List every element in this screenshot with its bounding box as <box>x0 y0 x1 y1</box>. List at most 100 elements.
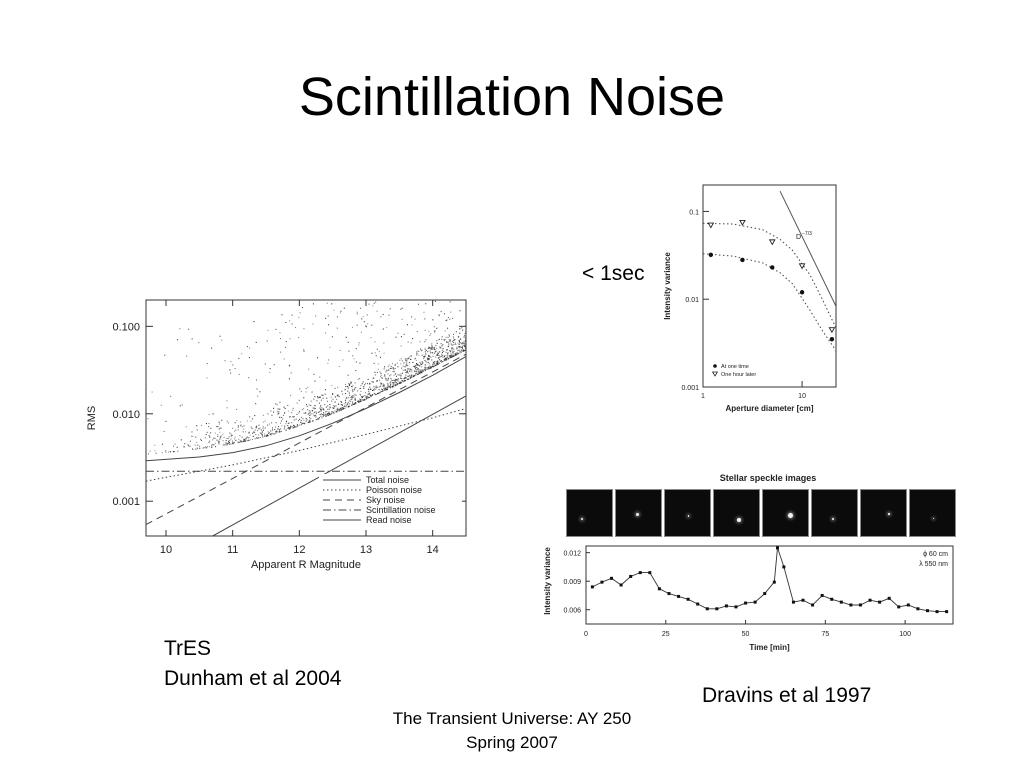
tres-star-point <box>336 394 338 396</box>
tres-star-point <box>321 407 323 409</box>
tres-star-point <box>327 315 329 317</box>
tres-star-point <box>390 383 392 385</box>
time-series-point <box>734 605 738 609</box>
tres-star-point <box>423 358 425 360</box>
tres-star-point <box>270 434 272 436</box>
tres-star-point <box>432 259 433 260</box>
tres-star-point <box>399 359 401 361</box>
tres-star-point <box>387 373 389 375</box>
tres-star-point <box>344 405 346 407</box>
tres-star-point <box>283 414 285 416</box>
tres-star-point <box>394 373 396 375</box>
tres-star-point <box>464 343 466 345</box>
tres-star-point <box>418 372 420 374</box>
tres-star-point <box>418 364 420 366</box>
tres-star-point <box>379 392 381 394</box>
tres-star-point <box>386 327 388 329</box>
tres-star-point <box>246 436 248 438</box>
tres-star-point <box>279 408 281 410</box>
tres-star-point <box>412 375 414 377</box>
tres-star-point <box>422 362 424 364</box>
tres-star-point <box>428 284 429 285</box>
tres-star-point <box>438 315 440 317</box>
tres-star-point <box>246 346 248 348</box>
tres-star-point <box>338 410 340 412</box>
tres-star-point <box>454 339 456 341</box>
tres-star-point <box>413 374 415 376</box>
tres-star-point <box>320 405 322 407</box>
tres-star-point <box>392 386 394 388</box>
tres-star-point <box>241 436 243 438</box>
tres-star-point <box>255 434 257 436</box>
tres-star-point <box>455 354 457 356</box>
tres-star-point <box>394 378 396 380</box>
tres-star-point <box>464 345 466 347</box>
tres-star-point <box>376 380 378 382</box>
tres-star-point <box>431 347 433 349</box>
tres-star-point <box>216 426 218 428</box>
tres-star-point <box>418 350 420 352</box>
tres-star-point <box>425 339 427 341</box>
tres-star-point <box>443 297 444 298</box>
tres-star-point <box>414 368 416 370</box>
tres-star-point <box>361 396 363 398</box>
tres-star-point <box>191 431 193 433</box>
tres-star-point <box>363 399 365 401</box>
tres-star-point <box>395 336 397 338</box>
tres-star-point <box>437 352 439 354</box>
tres-star-point <box>340 404 342 406</box>
tres-star-point <box>390 379 392 381</box>
tres-star-point <box>415 371 417 373</box>
tres-star-point <box>368 392 370 394</box>
tres-star-point <box>327 400 329 402</box>
speckle-frame <box>909 489 956 537</box>
tres-star-point <box>345 336 347 338</box>
tres-star-point <box>389 288 390 289</box>
tres-star-point <box>173 445 175 447</box>
tres-star-point <box>261 433 263 435</box>
tres-star-point <box>444 358 446 360</box>
tres-star-point <box>186 355 188 357</box>
aperture-point-hour-later <box>798 263 806 270</box>
tres-star-point <box>241 353 243 355</box>
tres-star-point <box>447 336 449 338</box>
tres-star-point <box>441 336 443 338</box>
tres-star-point <box>275 328 277 330</box>
tres-star-point <box>266 434 268 436</box>
tres-star-point <box>457 349 459 351</box>
tres-star-point <box>285 341 287 343</box>
tres-star-point <box>453 333 455 335</box>
tres-star-point <box>243 425 245 427</box>
tres-star-point <box>342 407 344 409</box>
tres-star-point <box>400 381 402 383</box>
tres-star-point <box>445 358 447 360</box>
tres-star-point <box>161 452 163 454</box>
tres-star-point <box>352 403 354 405</box>
tres-star-point <box>445 354 447 356</box>
tres-star-point <box>436 364 438 366</box>
tres-star-point <box>249 416 251 418</box>
tres-star-point <box>388 314 390 316</box>
tres-star-point <box>415 367 417 369</box>
tres-star-point <box>325 415 327 417</box>
tres-star-point <box>437 363 439 365</box>
tres-star-point <box>267 329 269 331</box>
time-series-point <box>925 609 929 613</box>
tres-star-point <box>214 442 216 444</box>
tres-star-point <box>257 395 259 397</box>
tres-star-point <box>285 346 287 348</box>
tres-star-point <box>400 381 402 383</box>
speckle-blob <box>580 517 583 520</box>
tres-star-point <box>463 342 465 344</box>
tres-star-point <box>335 405 337 407</box>
tres-star-point <box>424 369 426 371</box>
tres-star-point <box>346 404 348 406</box>
tres-star-point <box>388 369 390 371</box>
tres-star-point <box>235 439 237 441</box>
tres-star-point <box>405 372 407 374</box>
tres-star-point <box>254 429 256 431</box>
tres-star-point <box>320 408 322 410</box>
tres-star-point <box>325 415 327 417</box>
tres-star-point <box>350 401 352 403</box>
tres-star-point <box>197 444 199 446</box>
